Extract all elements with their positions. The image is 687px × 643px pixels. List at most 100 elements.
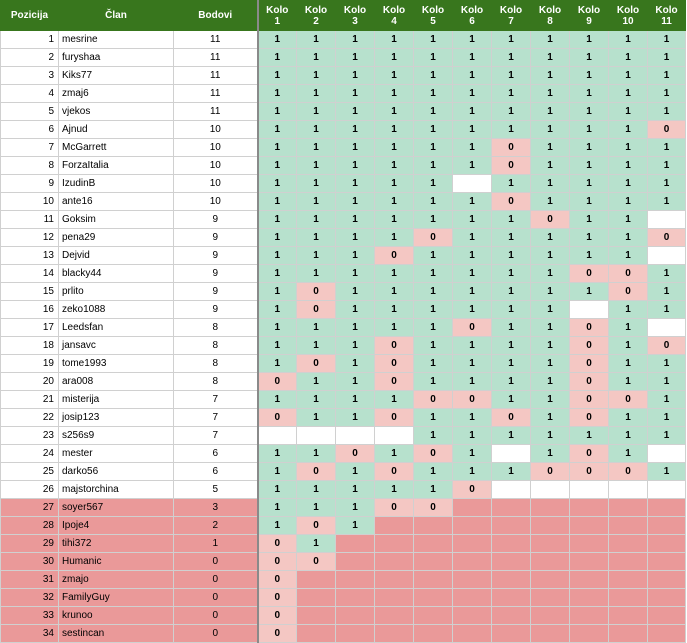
member-cell[interactable]: Leedsfan	[58, 318, 174, 337]
position-cell[interactable]: 1	[0, 30, 59, 49]
points-cell[interactable]: 0	[173, 606, 258, 625]
member-cell[interactable]: Ipoje4	[58, 516, 174, 535]
round-cell[interactable]: 0	[452, 480, 492, 499]
member-cell[interactable]: mesrine	[58, 30, 174, 49]
round-cell[interactable]: 0	[569, 444, 609, 463]
round-cell[interactable]: 1	[413, 336, 453, 355]
round-cell[interactable]	[608, 588, 648, 607]
points-cell[interactable]: 2	[173, 516, 258, 535]
round-cell[interactable]: 1	[256, 66, 297, 85]
round-cell[interactable]: 1	[335, 372, 375, 391]
round-cell[interactable]	[530, 480, 570, 499]
round-cell[interactable]: 1	[374, 138, 414, 157]
round-cell[interactable]: 1	[608, 102, 648, 121]
position-cell[interactable]: 13	[0, 246, 59, 265]
round-cell[interactable]: 1	[491, 318, 531, 337]
round-cell[interactable]: 0	[608, 462, 648, 481]
position-cell[interactable]: 3	[0, 66, 59, 85]
position-cell[interactable]: 33	[0, 606, 59, 625]
round-cell[interactable]: 1	[647, 66, 686, 85]
round-cell[interactable]: 1	[452, 84, 492, 103]
round-cell[interactable]: 1	[608, 228, 648, 247]
round-cell[interactable]: 1	[413, 102, 453, 121]
round-cell[interactable]: 1	[374, 318, 414, 337]
points-cell[interactable]: 3	[173, 498, 258, 517]
round-cell[interactable]: 1	[374, 84, 414, 103]
member-cell[interactable]: Goksim	[58, 210, 174, 229]
round-cell[interactable]: 1	[296, 174, 336, 193]
round-cell[interactable]: 0	[647, 336, 686, 355]
round-cell[interactable]: 1	[452, 264, 492, 283]
round-cell[interactable]: 1	[335, 84, 375, 103]
round-cell[interactable]: 1	[530, 84, 570, 103]
round-cell[interactable]: 1	[296, 192, 336, 211]
round-cell[interactable]: 1	[413, 372, 453, 391]
round-cell[interactable]: 1	[647, 264, 686, 283]
round-cell[interactable]: 1	[647, 462, 686, 481]
points-cell[interactable]: 9	[173, 282, 258, 301]
round-cell[interactable]: 1	[491, 426, 531, 445]
round-cell[interactable]	[530, 624, 570, 643]
round-cell[interactable]: 1	[256, 444, 297, 463]
round-cell[interactable]	[569, 300, 609, 319]
member-cell[interactable]: tihi372	[58, 534, 174, 553]
position-cell[interactable]: 29	[0, 534, 59, 553]
round-cell[interactable]: 1	[413, 84, 453, 103]
round-cell[interactable]: 0	[296, 282, 336, 301]
round-cell[interactable]: 1	[413, 156, 453, 175]
round-cell[interactable]	[335, 570, 375, 589]
round-cell[interactable]: 1	[608, 426, 648, 445]
round-cell[interactable]	[608, 570, 648, 589]
round-cell[interactable]: 1	[335, 120, 375, 139]
member-cell[interactable]: FamilyGuy	[58, 588, 174, 607]
member-cell[interactable]: jansavc	[58, 336, 174, 355]
round-cell[interactable]	[491, 570, 531, 589]
member-cell[interactable]: Ajnud	[58, 120, 174, 139]
round-cell[interactable]: 0	[647, 120, 686, 139]
round-cell[interactable]: 0	[296, 354, 336, 373]
round-cell[interactable]	[530, 570, 570, 589]
round-cell[interactable]: 1	[530, 174, 570, 193]
round-cell[interactable]: 1	[452, 282, 492, 301]
member-cell[interactable]: mester	[58, 444, 174, 463]
points-cell[interactable]: 6	[173, 462, 258, 481]
round-cell[interactable]: 1	[569, 426, 609, 445]
round-cell[interactable]: 1	[374, 192, 414, 211]
round-cell[interactable]: 1	[530, 354, 570, 373]
round-cell[interactable]: 0	[569, 462, 609, 481]
round-cell[interactable]: 1	[374, 210, 414, 229]
position-cell[interactable]: 15	[0, 282, 59, 301]
round-cell[interactable]	[452, 534, 492, 553]
round-cell[interactable]	[530, 516, 570, 535]
round-cell[interactable]	[647, 480, 686, 499]
position-cell[interactable]: 4	[0, 84, 59, 103]
round-cell[interactable]	[569, 480, 609, 499]
round-cell[interactable]: 1	[569, 282, 609, 301]
round-cell[interactable]: 1	[335, 48, 375, 67]
round-cell[interactable]: 1	[256, 210, 297, 229]
round-cell[interactable]	[491, 534, 531, 553]
round-cell[interactable]: 1	[530, 444, 570, 463]
round-cell[interactable]: 1	[452, 48, 492, 67]
round-cell[interactable]	[296, 570, 336, 589]
points-cell[interactable]: 0	[173, 552, 258, 571]
round-cell[interactable]: 1	[335, 354, 375, 373]
round-cell[interactable]: 1	[335, 264, 375, 283]
round-cell[interactable]: 1	[413, 48, 453, 67]
points-cell[interactable]: 9	[173, 246, 258, 265]
round-cell[interactable]: 1	[491, 102, 531, 121]
round-cell[interactable]: 1	[374, 30, 414, 49]
round-cell[interactable]: 1	[296, 444, 336, 463]
round-cell[interactable]: 0	[296, 552, 336, 571]
round-cell[interactable]: 1	[256, 192, 297, 211]
round-cell[interactable]: 0	[608, 390, 648, 409]
position-cell[interactable]: 20	[0, 372, 59, 391]
round-cell[interactable]: 1	[530, 318, 570, 337]
position-cell[interactable]: 19	[0, 354, 59, 373]
round-cell[interactable]: 1	[335, 480, 375, 499]
round-cell[interactable]: 1	[335, 66, 375, 85]
round-cell[interactable]: 1	[256, 354, 297, 373]
round-cell[interactable]: 1	[647, 300, 686, 319]
round-cell[interactable]	[452, 588, 492, 607]
position-cell[interactable]: 28	[0, 516, 59, 535]
